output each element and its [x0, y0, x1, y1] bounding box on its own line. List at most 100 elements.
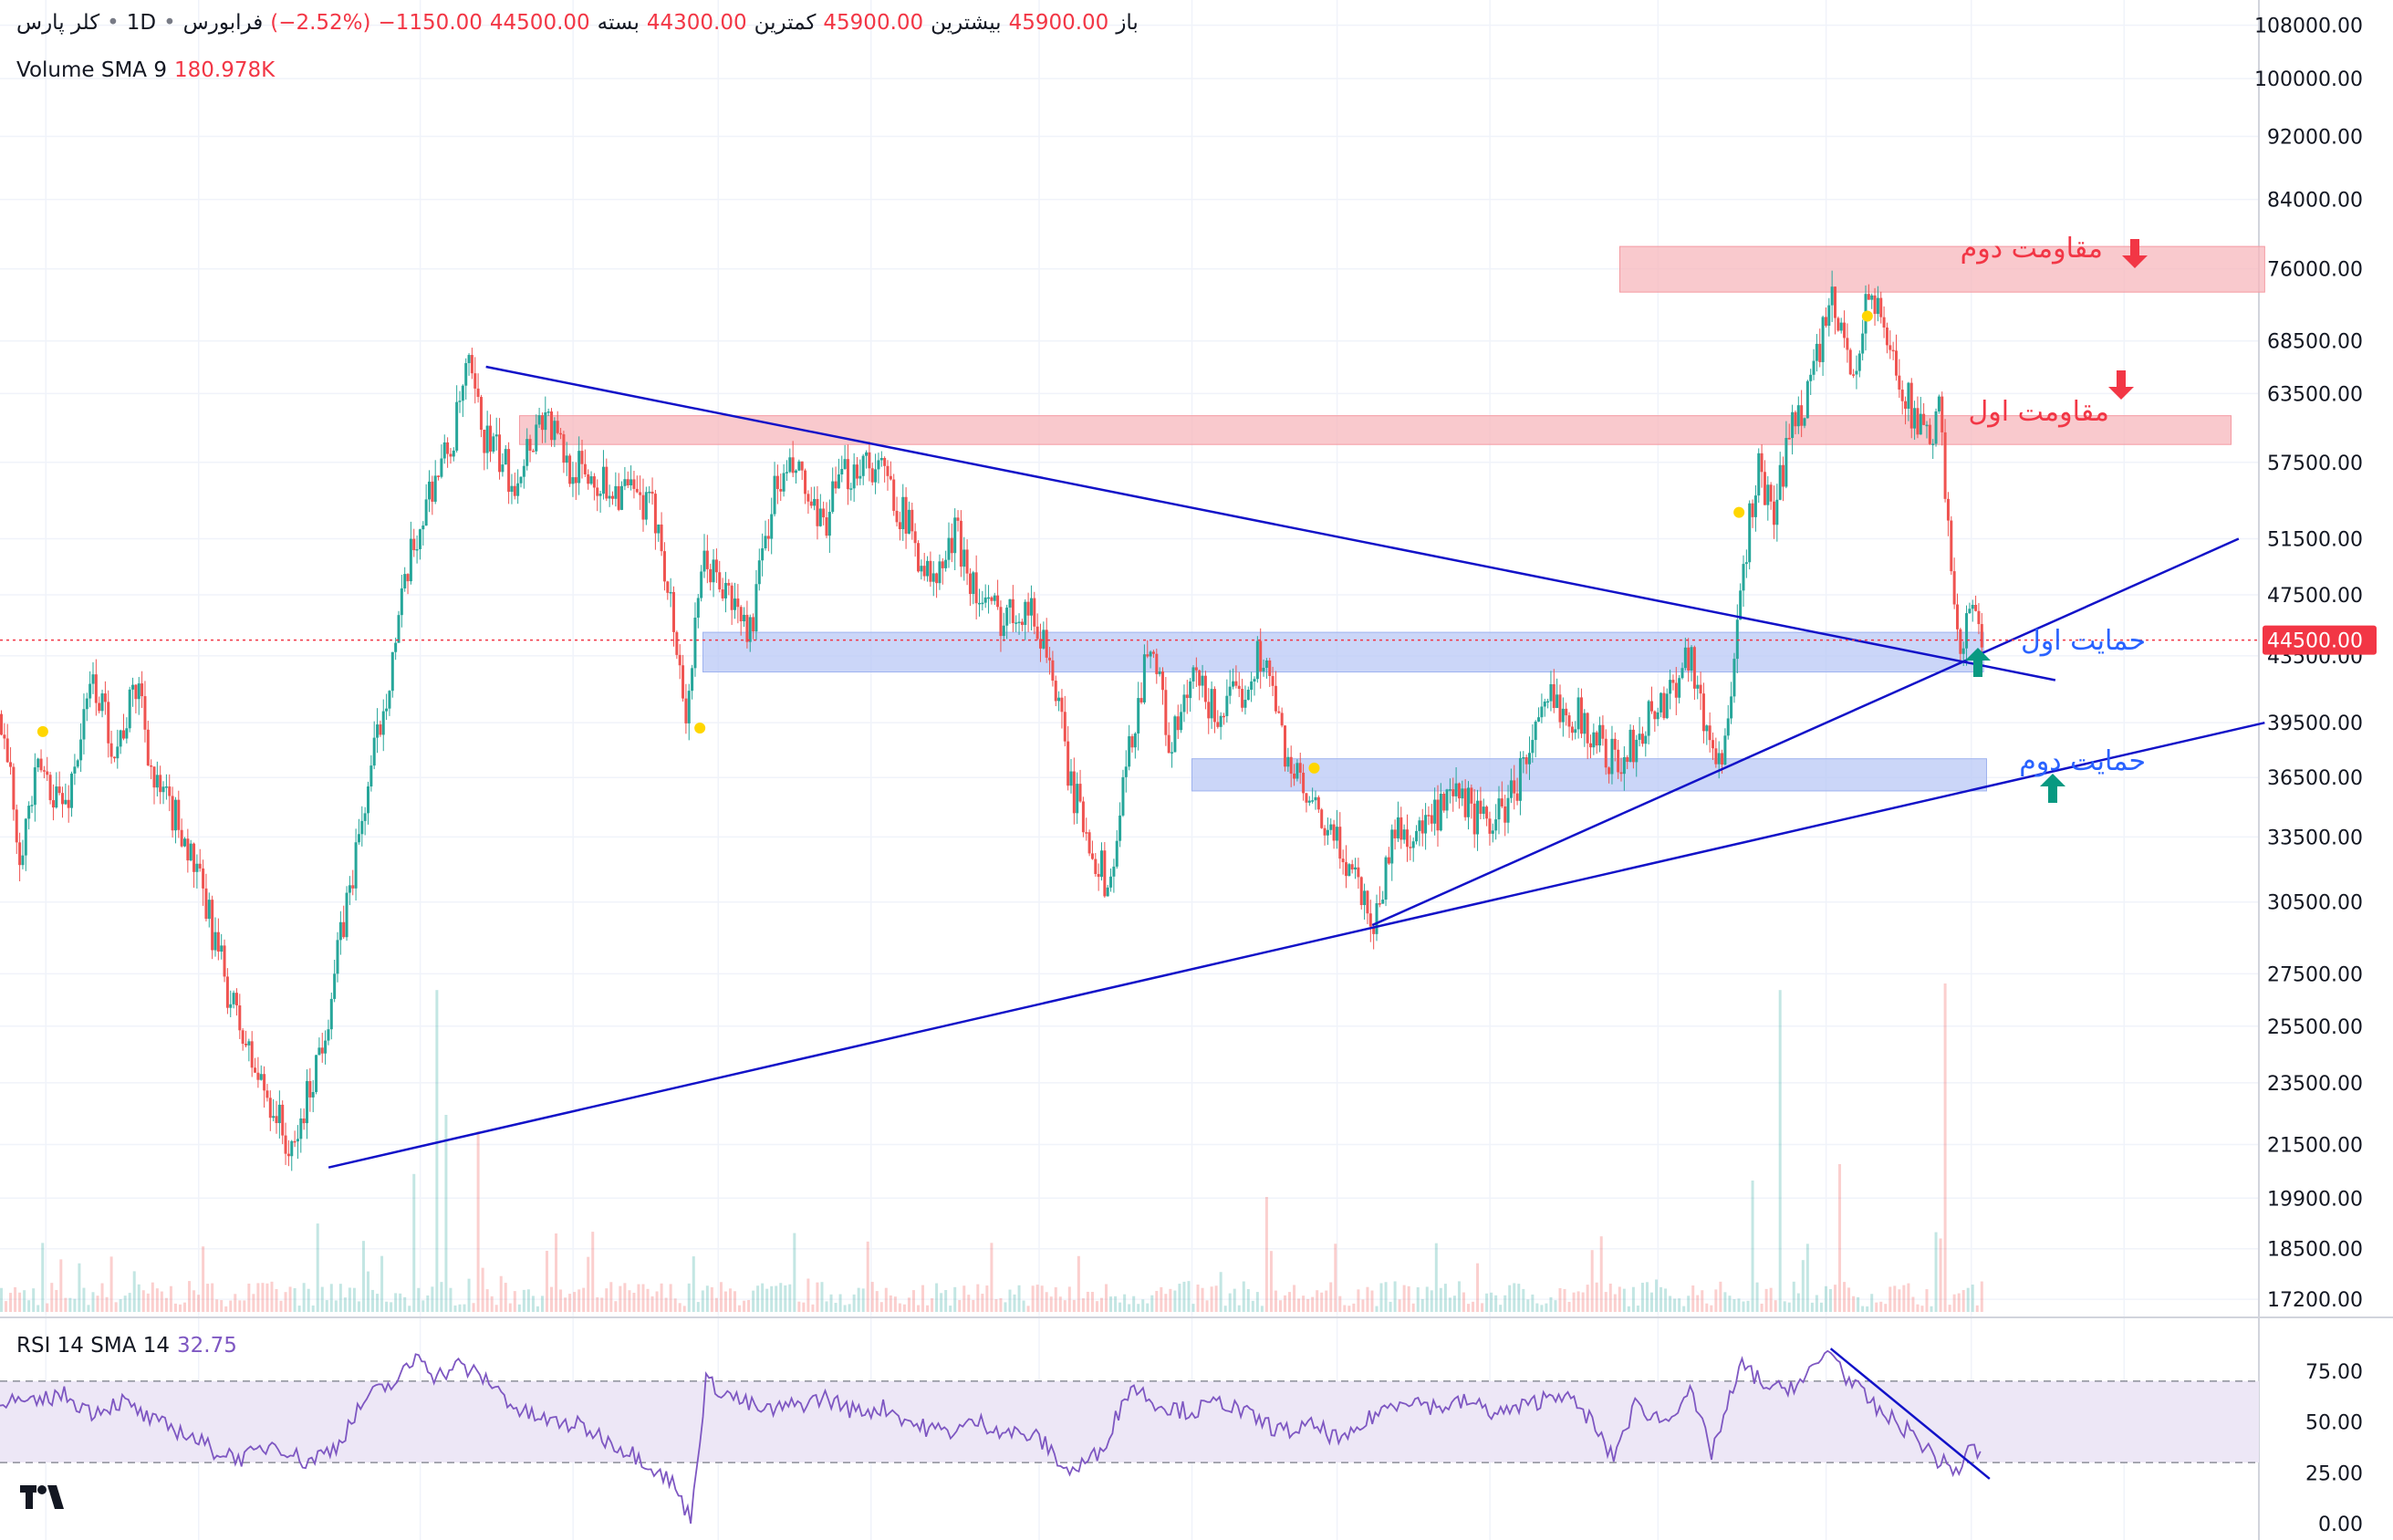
candle-body	[211, 900, 214, 951]
candle-body	[577, 451, 581, 484]
candle-body	[1739, 590, 1743, 620]
volume-bar	[660, 1283, 663, 1312]
candle-body	[385, 708, 389, 712]
trendline-3[interactable]	[1371, 537, 2240, 927]
candle-body	[1839, 322, 1843, 331]
rsi-pane	[0, 1348, 2259, 1524]
candle-body	[1742, 564, 1745, 591]
candle-body	[553, 421, 557, 441]
volume-bar	[27, 1300, 31, 1312]
volume-value: 180.978K	[173, 58, 276, 82]
volume-bar	[1398, 1299, 1401, 1312]
candle-body	[1830, 286, 1834, 306]
candle-body	[1879, 297, 1883, 317]
trendline-1[interactable]	[485, 365, 2056, 682]
candle-body	[195, 863, 199, 872]
candle-body	[256, 1072, 260, 1080]
candle-body	[1857, 353, 1861, 371]
volume-bar	[972, 1299, 975, 1312]
volume-bar	[765, 1288, 769, 1312]
candle-body	[1078, 784, 1082, 802]
volume-bar	[1067, 1286, 1071, 1312]
volume-bar	[655, 1291, 659, 1312]
candle-body	[286, 1153, 290, 1157]
candle-body	[1255, 640, 1259, 680]
candle-body	[1476, 800, 1480, 835]
volume-bar	[682, 1306, 686, 1312]
trendlines[interactable]	[328, 365, 2265, 1169]
candle-body	[207, 900, 211, 920]
candle-body	[1005, 607, 1009, 626]
candle-body	[1619, 772, 1623, 775]
candle-body	[1659, 692, 1663, 713]
candle-body	[739, 607, 743, 622]
volume-bar	[1769, 1287, 1773, 1312]
candle-body	[494, 434, 498, 437]
candle-body	[1066, 741, 1070, 786]
candle-body	[714, 559, 718, 573]
symbol-name[interactable]: کلر پارس	[16, 11, 100, 35]
volume-bar	[1687, 1295, 1691, 1312]
volume-bar	[1242, 1281, 1245, 1312]
support_1-zone	[702, 631, 1984, 673]
volume-bar	[820, 1282, 824, 1312]
candle-body	[1647, 701, 1650, 736]
candle-body	[754, 584, 758, 632]
candle-body	[1039, 639, 1042, 649]
candle-body	[1956, 604, 1959, 630]
price-tick: 100000.00	[2254, 68, 2363, 91]
candle-body	[840, 468, 844, 475]
candle-body	[61, 793, 64, 805]
candle-body	[935, 573, 939, 584]
candle-body	[987, 597, 991, 599]
candle-body	[1302, 772, 1306, 794]
candle-body	[1503, 806, 1507, 823]
volume-bar	[1898, 1289, 1901, 1312]
candle-body	[277, 1104, 281, 1124]
candle-body	[1035, 626, 1039, 640]
current-price-badge	[2263, 625, 2377, 655]
interval[interactable]: 1D	[126, 11, 157, 35]
candle-body	[1696, 684, 1700, 689]
price-axis[interactable]: 108000.00 100000.00 92000.00 84000.00 76000.…	[2254, 16, 2377, 1536]
volume-bar	[650, 1295, 654, 1312]
volume-bar	[692, 1256, 695, 1312]
volume-bar	[522, 1289, 525, 1312]
candle-body	[1805, 380, 1809, 419]
volume-bar	[1223, 1306, 1227, 1312]
volume-bar	[852, 1294, 856, 1312]
price-tick: 47500.00	[2267, 585, 2363, 608]
candle-body	[1158, 671, 1161, 674]
volume-bar	[178, 1304, 182, 1312]
candle-body	[1201, 675, 1204, 686]
volume-bar	[141, 1290, 145, 1312]
candle-body	[296, 1139, 299, 1142]
candle-body	[1212, 689, 1216, 723]
volume-bar	[788, 1284, 792, 1312]
trendline-2[interactable]	[328, 721, 2265, 1169]
volume-bar	[270, 1281, 274, 1312]
volume-bar	[1264, 1197, 1268, 1312]
candle-body	[458, 401, 462, 402]
low-value: 44300.00	[646, 11, 747, 35]
candle-body	[1097, 873, 1100, 878]
volume-bar	[1191, 1304, 1195, 1312]
candle-body	[125, 728, 129, 739]
candle-body	[1314, 796, 1317, 801]
tradingview-logo-icon[interactable]	[20, 1480, 68, 1516]
candle-body	[379, 724, 382, 735]
volume-bar	[1017, 1285, 1021, 1312]
candle-body	[397, 615, 401, 643]
candle-body	[877, 460, 880, 470]
rsi-legend[interactable]: RSI 14 SMA 14 32.75	[16, 1334, 237, 1358]
volume-bar	[1251, 1300, 1254, 1312]
candle-body	[400, 588, 403, 616]
volume-legend[interactable]: Volume SMA 9 180.978K	[16, 58, 275, 82]
volume-bar	[399, 1293, 402, 1312]
candle-body	[198, 863, 202, 869]
candle-body	[263, 1074, 266, 1091]
candle-body	[1368, 913, 1372, 927]
volume-bar	[1971, 1285, 1974, 1312]
candle-body	[834, 481, 838, 489]
